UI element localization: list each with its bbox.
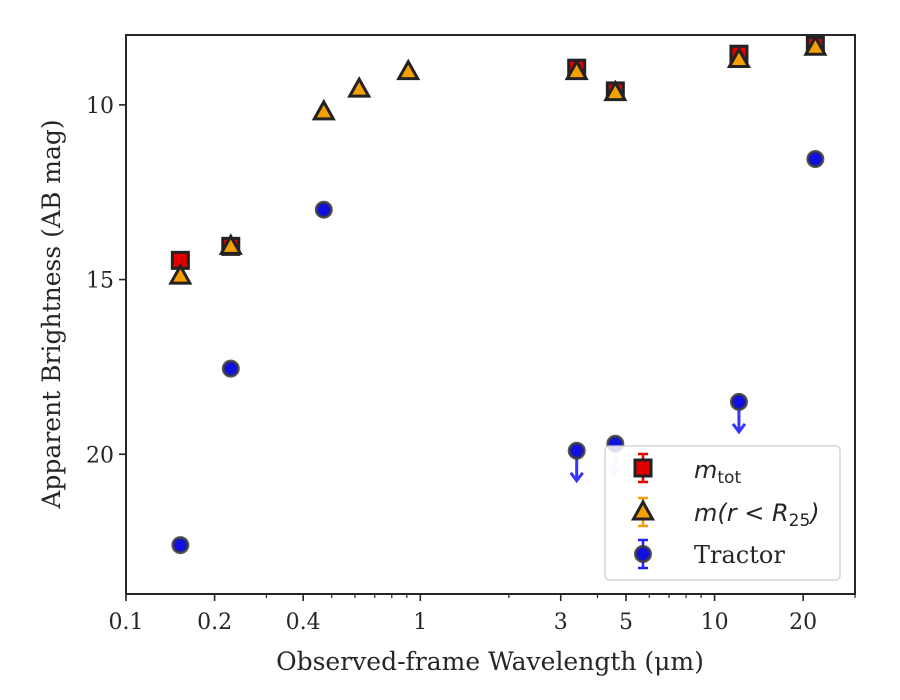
series-1-point-3	[347, 76, 372, 98]
legend-label-mtot: mtot	[694, 456, 741, 488]
legend-box	[604, 445, 841, 581]
legend-marker-1	[630, 498, 656, 521]
legend-mtot-sub: tot	[717, 468, 741, 488]
x-tick-label-7: 20	[789, 610, 817, 635]
x-tick-label-2: 0.4	[286, 610, 321, 635]
x-axis-label: Observed-frame Wavelength (μm)	[276, 647, 704, 676]
y-tick-label-1: 15	[86, 269, 114, 294]
x-tick-label-0: 0.1	[109, 610, 144, 635]
x-tick-label-3: 1	[413, 610, 427, 635]
x-tick-label-5: 5	[619, 610, 633, 635]
y-axis-label: Apparent Brightness (AB mag)	[37, 119, 66, 509]
legend-marker-2	[634, 545, 652, 563]
series-2-point-5	[729, 392, 748, 411]
upper-limit-head	[731, 422, 747, 435]
y-tick-label-2: 20	[86, 443, 114, 468]
series-1-point-1	[218, 233, 243, 255]
y-tick-label-0: 10	[86, 94, 114, 119]
x-tick-label-1: 0.2	[197, 610, 232, 635]
axis-ticks: 0.1 0.2 0.4 1 3 5 10 20 10 15 20	[86, 94, 856, 635]
series-1-point-5	[564, 58, 589, 81]
legend: mtot m(r < R25) Tractor	[604, 445, 841, 581]
legend-mr25-main: m(r < R	[694, 499, 789, 527]
legend-mtot-main: m	[694, 456, 717, 484]
series-1-point-6	[603, 79, 628, 102]
legend-marker-0	[633, 458, 653, 478]
series-2-point-0	[171, 536, 190, 555]
series-1-point-0	[168, 262, 193, 285]
series-2-point-3	[567, 441, 586, 460]
series-1-point-8	[803, 34, 828, 56]
series-1-point-7	[726, 46, 752, 68]
legend-label-tractor: Tractor	[694, 541, 785, 569]
series-1	[168, 34, 828, 285]
upper-limit-head	[569, 471, 584, 484]
series-2-point-6	[806, 150, 825, 169]
plot-frame	[125, 34, 856, 595]
series-2-point-2	[314, 200, 333, 219]
legend-mr25-sub: 25	[789, 511, 811, 531]
x-tick-label-6: 10	[701, 610, 729, 635]
series-2-point-1	[221, 359, 240, 378]
series-1-point-2	[311, 98, 336, 121]
legend-mr25-close: )	[808, 499, 819, 527]
series-1-point-4	[396, 58, 421, 81]
x-tick-label-4: 3	[554, 610, 568, 635]
legend-label-mr25: m(r < R25)	[694, 499, 820, 531]
